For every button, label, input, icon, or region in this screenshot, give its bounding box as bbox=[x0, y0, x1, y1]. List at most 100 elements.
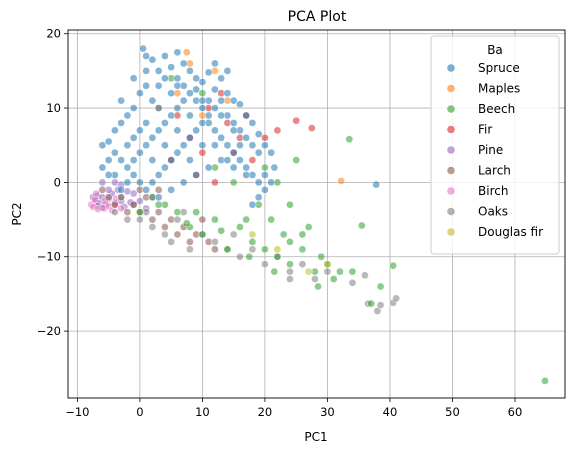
data-point-spruce bbox=[136, 89, 144, 98]
data-point-larch bbox=[173, 230, 182, 239]
data-point-spruce bbox=[211, 104, 219, 112]
x-tick-label: 10 bbox=[195, 405, 210, 419]
legend-item-beech: Beech bbox=[447, 102, 515, 116]
data-point-beech bbox=[329, 275, 338, 283]
data-point-beech bbox=[267, 215, 276, 224]
data-point-spruce bbox=[154, 67, 163, 75]
data-point-spruce bbox=[123, 141, 132, 150]
data-point-spruce bbox=[267, 178, 276, 187]
legend-label-maples: Maples bbox=[478, 82, 520, 96]
data-point-larch bbox=[198, 215, 207, 224]
data-point-spruce bbox=[198, 78, 207, 86]
data-point-beech bbox=[198, 89, 207, 98]
data-point-spruce bbox=[148, 55, 157, 64]
data-point-spruce bbox=[223, 141, 232, 150]
data-point-oaks bbox=[361, 271, 369, 280]
data-point-maples bbox=[182, 48, 191, 57]
data-point-beech bbox=[286, 260, 294, 269]
data-point-spruce bbox=[248, 119, 257, 127]
data-point-spruce bbox=[248, 200, 257, 209]
legend-item-spruce: Spruce bbox=[447, 61, 520, 75]
data-point-beech bbox=[192, 208, 201, 216]
data-point-spruce bbox=[167, 89, 176, 98]
legend-label-fir: Fir bbox=[478, 123, 492, 137]
data-point-spruce bbox=[161, 163, 169, 172]
data-point-oaks bbox=[286, 267, 294, 276]
data-point-spruce bbox=[129, 171, 138, 179]
data-point-beech bbox=[182, 219, 191, 228]
y-tick-label: −20 bbox=[37, 324, 61, 338]
legend-box bbox=[430, 35, 560, 255]
data-point-spruce bbox=[248, 141, 257, 150]
data-point-oaks bbox=[173, 215, 182, 224]
data-point-spruce bbox=[161, 119, 169, 127]
data-point-spruce bbox=[148, 96, 157, 105]
data-point-spruce bbox=[104, 137, 113, 146]
data-point-spruce bbox=[217, 96, 226, 105]
legend-label-oaks: Oaks bbox=[478, 205, 508, 219]
data-point-spruce bbox=[167, 185, 176, 194]
data-point-beech bbox=[245, 252, 254, 261]
data-point-beech bbox=[217, 226, 226, 235]
data-point-spruce bbox=[198, 96, 207, 105]
data-point-spruce bbox=[217, 74, 226, 83]
data-point-spruce bbox=[267, 148, 276, 157]
data-point-beech bbox=[223, 245, 232, 254]
data-point-spruce bbox=[117, 119, 125, 127]
x-tick-label: −10 bbox=[65, 405, 89, 419]
data-point-spruce bbox=[142, 52, 150, 60]
legend-label-beech: Beech bbox=[478, 102, 515, 116]
series-spruce bbox=[98, 44, 381, 209]
data-point-larch bbox=[148, 215, 157, 224]
data-point-spruce bbox=[192, 74, 201, 83]
data-point-beech bbox=[314, 282, 322, 291]
data-point-spruce bbox=[192, 126, 201, 135]
legend-label-spruce: Spruce bbox=[478, 61, 520, 75]
y-axis-label: PC2 bbox=[10, 202, 24, 225]
legend-label-larch: Larch bbox=[478, 164, 511, 178]
data-point-beech bbox=[367, 299, 376, 308]
legend-item-birch: Birch bbox=[447, 184, 508, 198]
data-point-larch bbox=[186, 238, 194, 246]
data-point-fir bbox=[198, 148, 207, 157]
data-point-spruce bbox=[229, 96, 238, 105]
data-point-beech bbox=[345, 135, 354, 144]
data-point-spruce bbox=[148, 133, 157, 142]
data-point-spruce bbox=[204, 119, 213, 127]
series-oaks bbox=[111, 193, 401, 315]
data-point-spruce bbox=[123, 178, 132, 187]
data-point-spruce bbox=[261, 141, 269, 150]
data-point-oaks bbox=[376, 301, 385, 309]
y-tick-label: −10 bbox=[37, 250, 61, 264]
data-point-spruce bbox=[136, 178, 144, 187]
legend-label-pine: Pine bbox=[478, 143, 503, 157]
data-point-oaks bbox=[348, 278, 357, 287]
data-point-spruce bbox=[142, 141, 150, 150]
data-point-spruce bbox=[211, 85, 219, 94]
data-point-beech bbox=[136, 208, 144, 216]
data-point-beech bbox=[336, 267, 344, 276]
data-point-oaks bbox=[111, 208, 119, 216]
series-douglas-fir bbox=[248, 230, 332, 276]
data-point-larch bbox=[154, 185, 163, 194]
plot-frame bbox=[67, 29, 566, 399]
legend-marker-maples bbox=[447, 84, 455, 93]
data-point-spruce bbox=[154, 81, 163, 90]
legend-title: Ba bbox=[487, 43, 503, 57]
data-point-larch bbox=[98, 185, 107, 194]
data-point-spruce bbox=[111, 148, 119, 157]
data-point-spruce bbox=[186, 89, 194, 98]
data-point-spruce bbox=[261, 171, 269, 179]
data-point-spruce bbox=[98, 141, 107, 150]
data-point-spruce bbox=[217, 133, 226, 142]
data-point-beech bbox=[229, 178, 238, 187]
data-point-spruce bbox=[136, 148, 144, 157]
data-point-fir bbox=[273, 126, 282, 135]
data-point-spruce bbox=[211, 141, 219, 150]
data-point-spruce bbox=[142, 67, 150, 75]
data-point-spruce bbox=[186, 133, 194, 142]
data-point-spruce bbox=[129, 133, 138, 142]
data-point-spruce bbox=[148, 178, 157, 187]
data-point-oaks bbox=[211, 238, 219, 246]
data-point-spruce bbox=[173, 81, 182, 90]
